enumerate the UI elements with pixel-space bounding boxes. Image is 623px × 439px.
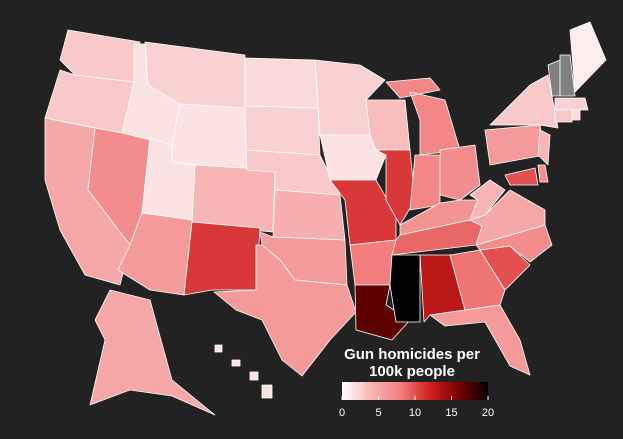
state xyxy=(171,103,248,171)
colorbar-tick-label: 20 xyxy=(482,407,494,419)
state xyxy=(554,109,573,123)
state xyxy=(559,54,576,97)
states xyxy=(44,21,607,416)
state xyxy=(365,99,411,151)
state xyxy=(504,167,539,186)
state xyxy=(484,124,546,166)
colorbar xyxy=(342,382,488,400)
state xyxy=(537,164,549,183)
state xyxy=(569,21,607,93)
colorbar-tick-label: 5 xyxy=(375,407,381,419)
colorbar-tick-label: 0 xyxy=(339,407,345,419)
state xyxy=(183,221,261,296)
state xyxy=(429,304,531,376)
state xyxy=(213,244,357,377)
state xyxy=(469,189,546,246)
state xyxy=(244,57,319,109)
state xyxy=(349,239,397,286)
state xyxy=(537,129,551,166)
state xyxy=(469,179,506,221)
state xyxy=(89,289,216,416)
state xyxy=(449,249,506,311)
state xyxy=(489,74,559,129)
legend-title: Gun homicides per xyxy=(344,346,480,363)
state xyxy=(214,344,273,399)
state xyxy=(409,154,441,211)
state xyxy=(571,109,581,121)
state xyxy=(117,212,193,296)
legend-title: 100k people xyxy=(369,363,455,380)
colorbar-tick-label: 10 xyxy=(409,407,421,419)
state xyxy=(554,97,589,111)
colorbar-tick-label: 15 xyxy=(445,407,457,419)
state xyxy=(191,164,276,233)
state xyxy=(319,134,387,181)
state xyxy=(389,254,421,323)
state xyxy=(272,189,346,241)
state xyxy=(244,105,321,156)
state xyxy=(439,144,481,201)
